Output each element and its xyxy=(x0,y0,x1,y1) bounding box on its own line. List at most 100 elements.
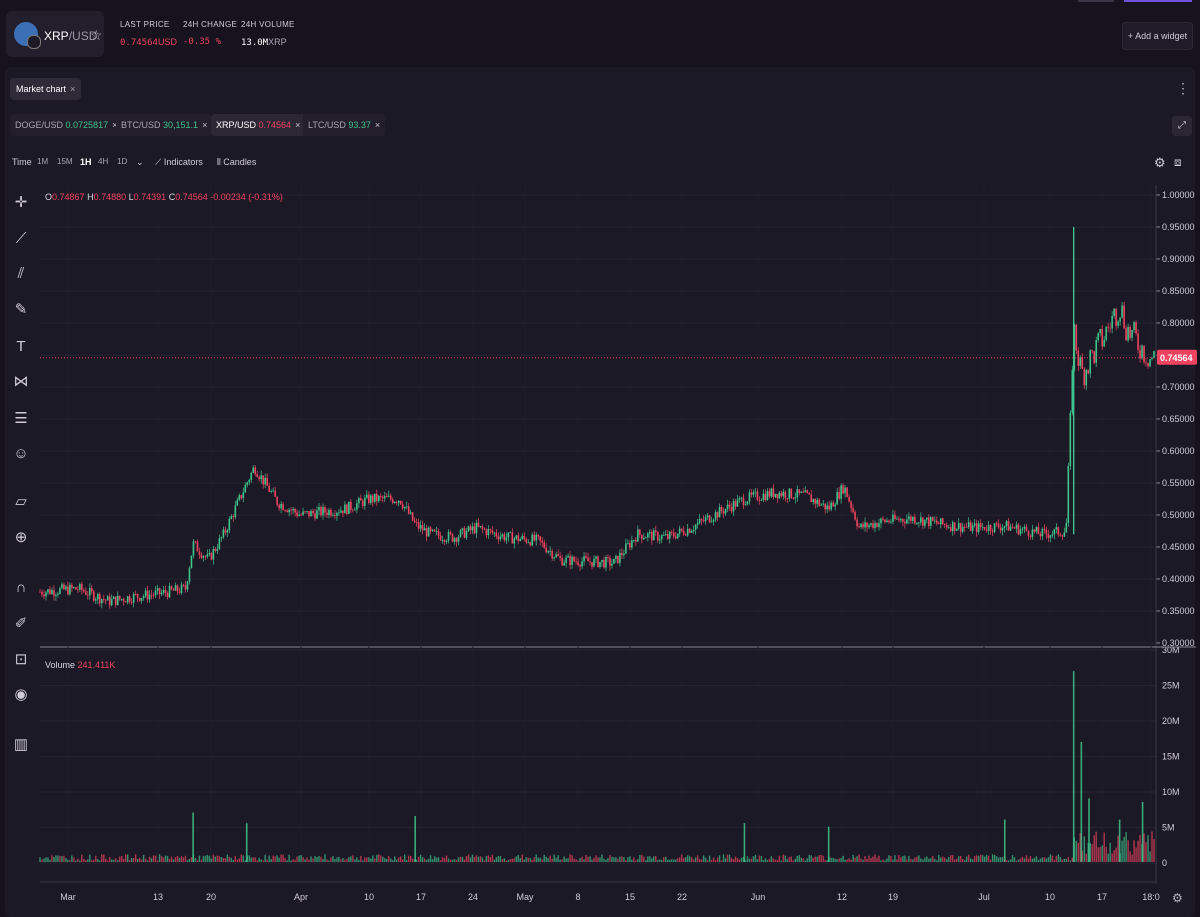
candle xyxy=(858,526,860,528)
eye-icon[interactable]: ◉ xyxy=(14,686,28,703)
volume-bar xyxy=(657,860,659,862)
top-strip[interactable] xyxy=(1078,0,1114,2)
tab-xrp-usd[interactable]: XRP/USD 0.74564 × xyxy=(211,114,306,136)
volume-bar xyxy=(41,859,43,862)
trash-icon[interactable]: ▥ xyxy=(13,736,29,753)
candle xyxy=(796,489,799,498)
crosshair-icon[interactable]: ✛ xyxy=(14,194,28,211)
candle xyxy=(1033,529,1036,532)
x-tick-label: Jul xyxy=(978,892,990,902)
volume-bar xyxy=(328,860,330,862)
candle xyxy=(933,520,936,522)
candle xyxy=(1127,326,1129,341)
indicators-button[interactable]: ⟋ Indicators xyxy=(155,157,203,167)
candle xyxy=(912,517,914,522)
fibonacci-icon[interactable]: ☰ xyxy=(14,410,28,427)
interval-1d[interactable]: 1D xyxy=(117,157,128,166)
volume-bar xyxy=(1099,847,1101,862)
stat-label: 24H VOLUME xyxy=(241,20,295,29)
candle xyxy=(475,522,478,534)
candles-button[interactable]: ⫴ Candles xyxy=(217,157,257,167)
pencil-lock-icon[interactable]: ✐ xyxy=(14,615,28,632)
volume-bar xyxy=(784,855,787,862)
interval-15m[interactable]: 15M xyxy=(57,157,73,166)
add-widget-button[interactable]: + Add a widget xyxy=(1122,22,1193,50)
interval-4h[interactable]: 4H xyxy=(98,157,109,166)
volume-bar xyxy=(210,858,213,862)
candle xyxy=(276,496,278,505)
pair-selector[interactable]: XRP/USD ☆ xyxy=(6,11,104,57)
candle xyxy=(455,538,458,542)
volume-spike-bar xyxy=(743,823,746,862)
volume-bar xyxy=(764,858,767,862)
volume-bar xyxy=(902,855,904,862)
text-icon[interactable]: T xyxy=(16,338,26,355)
x-tick-label: Apr xyxy=(294,892,308,902)
volume-bar xyxy=(158,854,161,862)
volume-bar xyxy=(1085,853,1087,862)
candle xyxy=(758,499,761,501)
volume-bar xyxy=(491,854,494,862)
volume-bar xyxy=(194,858,197,862)
more-options-icon[interactable]: ⋮ xyxy=(1176,80,1190,96)
pitchfork-icon[interactable]: ⫽ xyxy=(17,265,25,282)
market-chart-widget-tab[interactable]: Market chart × xyxy=(10,78,82,100)
magnet-icon[interactable]: ∩ xyxy=(15,579,27,596)
volume-bar xyxy=(503,858,506,862)
zoom-in-icon[interactable]: ⊕ xyxy=(14,529,28,546)
emoji-icon[interactable]: ☺ xyxy=(13,445,29,462)
volume-bar xyxy=(230,857,233,862)
favorite-star-icon[interactable]: ☆ xyxy=(90,27,103,43)
candle xyxy=(413,520,416,523)
candle xyxy=(1053,529,1056,535)
volume-bar xyxy=(944,857,946,862)
volume-bar xyxy=(692,859,695,862)
candle xyxy=(497,536,500,540)
screenshot-icon[interactable]: ⧈ xyxy=(1174,155,1182,169)
tab-ltc-usd[interactable]: LTC/USD 93.37 × xyxy=(303,114,386,136)
candle xyxy=(154,590,157,596)
expand-icon[interactable]: ⤢ xyxy=(1172,116,1192,136)
candle xyxy=(549,550,551,552)
close-tab-icon[interactable]: × xyxy=(295,120,301,130)
volume-bar xyxy=(597,857,599,862)
interval-1m[interactable]: 1M xyxy=(37,157,49,166)
candle xyxy=(744,504,747,506)
volume-bar xyxy=(198,855,201,862)
top-accent-strip[interactable] xyxy=(1124,0,1192,2)
interval-dropdown-chevron-icon[interactable]: ⌄ xyxy=(136,157,144,167)
tab-doge-usd[interactable]: DOGE/USD 0.0725817 × xyxy=(10,114,123,136)
close-tab-icon[interactable]: × xyxy=(202,120,208,130)
tab-btc-usd[interactable]: BTC/USD 30,151.1 × xyxy=(116,114,213,136)
volume-bar xyxy=(99,860,101,862)
trend-line-icon[interactable]: ⟋ xyxy=(15,230,27,247)
close-tab-icon[interactable]: × xyxy=(374,120,381,130)
volume-bar xyxy=(601,854,603,862)
volume-bar xyxy=(722,854,725,862)
candle xyxy=(65,586,67,590)
volume-spike-bar xyxy=(1080,741,1083,862)
candle xyxy=(63,584,65,590)
volume-bar xyxy=(1011,855,1014,862)
close-widget-icon[interactable]: × xyxy=(70,84,76,94)
volume-bar xyxy=(1147,835,1149,862)
volume-bar xyxy=(188,858,191,862)
brush-icon[interactable]: ✎ xyxy=(14,301,28,318)
close-tab-icon[interactable]: × xyxy=(112,120,118,130)
volume-bar xyxy=(220,856,223,862)
volume-bar xyxy=(975,855,978,862)
axis-settings-icon[interactable]: ⚙ xyxy=(1172,891,1183,905)
lock-icon[interactable]: ⊡ xyxy=(14,651,28,668)
volume-bar xyxy=(577,860,579,862)
volume-bar xyxy=(89,854,91,862)
interval-1h[interactable]: 1H xyxy=(80,157,92,167)
settings-gear-icon[interactable]: ⚙ xyxy=(1154,155,1166,170)
pattern-icon[interactable]: ⋈ xyxy=(13,373,29,390)
candle xyxy=(314,513,316,519)
candle xyxy=(360,498,362,501)
ruler-icon[interactable]: ▱ xyxy=(15,493,27,510)
candle xyxy=(680,528,683,531)
candle xyxy=(581,561,583,567)
volume-bar xyxy=(228,856,231,862)
